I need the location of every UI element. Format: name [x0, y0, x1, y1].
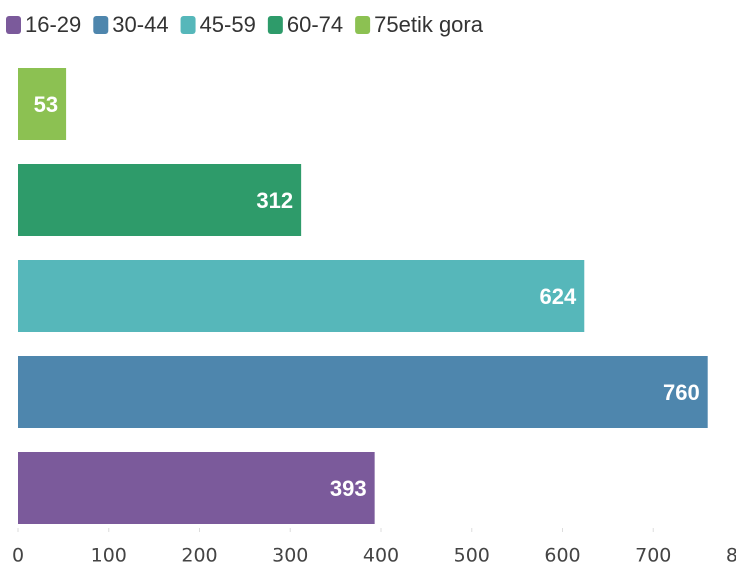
legend-label: 30-44: [112, 12, 168, 37]
legend-swatch: [93, 16, 109, 34]
bar: [18, 452, 375, 524]
data-label: 393: [330, 476, 367, 501]
legend-swatch: [6, 16, 21, 34]
legend-label: 45-59: [200, 12, 256, 37]
x-tick-label: 800: [726, 545, 736, 567]
bar: [18, 68, 67, 140]
legend-label: 16-29: [25, 12, 81, 37]
data-label: 312: [256, 188, 293, 213]
data-label: 53: [34, 92, 58, 117]
x-tick-label: 300: [272, 545, 308, 567]
data-label: 624: [540, 284, 577, 309]
x-tick-label: 200: [181, 545, 217, 567]
legend-swatch: [355, 16, 371, 34]
x-tick-label: 700: [635, 545, 671, 567]
legend-swatch: [180, 16, 196, 34]
legend-swatch: [267, 16, 283, 34]
legend-label: 75etik gora: [374, 12, 484, 37]
bar: [18, 260, 585, 332]
x-tick-label: 500: [454, 545, 490, 567]
x-tick-label: 0: [12, 545, 24, 567]
data-label: 760: [663, 380, 700, 405]
x-tick-label: 600: [544, 545, 580, 567]
x-tick-label: 100: [91, 545, 127, 567]
x-tick-label: 400: [363, 545, 399, 567]
bar: [18, 164, 302, 236]
bar: [18, 356, 708, 428]
legend-label: 60-74: [287, 12, 343, 37]
